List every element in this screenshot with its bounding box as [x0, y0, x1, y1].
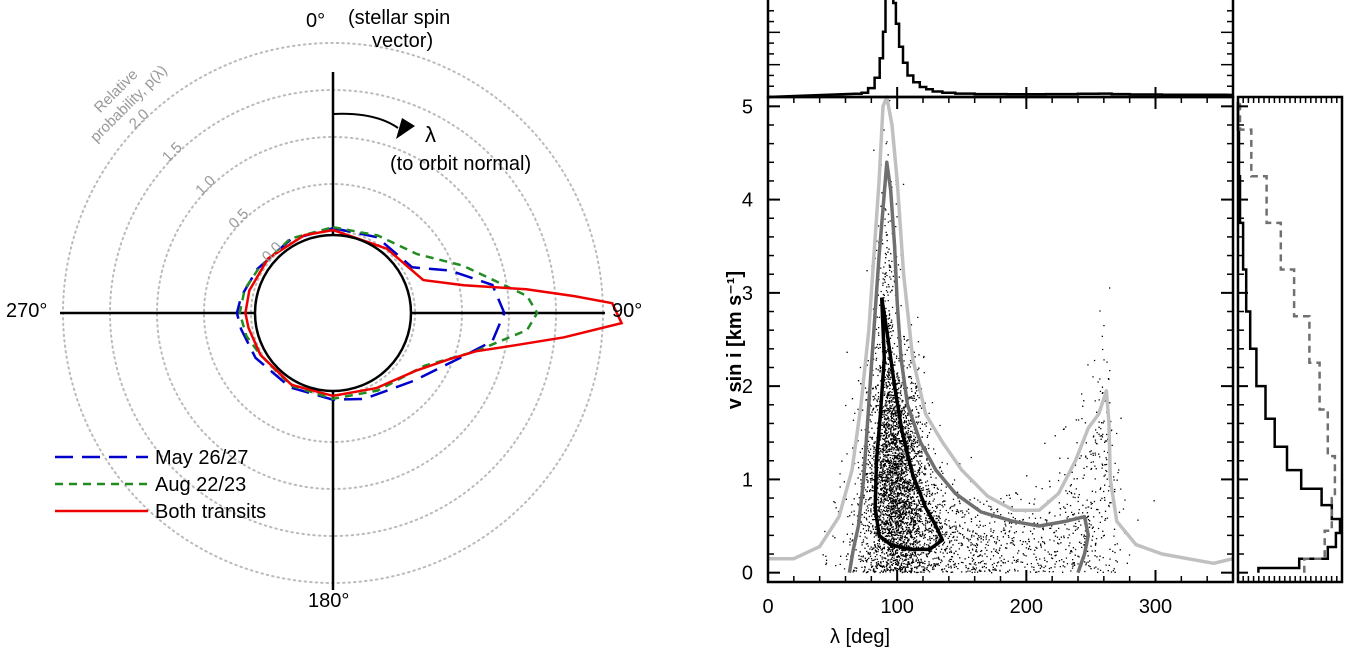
top-annotation-line1: (stellar spin: [348, 7, 450, 29]
lambda-arrow-arc: [332, 112, 399, 129]
y-tick-label: 0: [742, 563, 753, 585]
y-tick-label: 1: [742, 469, 753, 491]
lambda-arrow-head: [396, 118, 415, 139]
right-hist-frame: [1236, 95, 1344, 584]
polar-series: [235, 225, 624, 401]
x-tick-label: 100: [880, 596, 913, 618]
legend-label: Aug 22/23: [155, 474, 246, 496]
x-tick-label: 200: [1010, 596, 1043, 618]
radial-title: Relative probability, p(λ): [87, 62, 171, 146]
contour-line: [873, 297, 945, 552]
top-histogram-bars: [767, 0, 1234, 99]
y-axis-label: v sin i [km s⁻¹]: [724, 271, 746, 409]
top-hist-frame: [766, 0, 1235, 99]
y-tick-label: 2: [742, 376, 753, 398]
y-tick-label: 5: [742, 96, 753, 118]
legend-label: Both transits: [155, 501, 266, 523]
contour-line: [847, 160, 1091, 574]
lambda-label: λ: [425, 122, 436, 147]
scatter-frame: [766, 95, 1235, 584]
top-annotation-line2: vector): [372, 30, 433, 52]
right-histogram: [1236, 101, 1342, 573]
polar-panel: 0° (stellar spin vector) 90° 270° 180° λ…: [6, 7, 642, 612]
lambda-annotation: (to orbit normal): [390, 153, 531, 175]
polar-series-line: [244, 228, 624, 398]
x-axis-label: λ [deg]: [830, 626, 890, 648]
contour-line: [768, 95, 1234, 566]
angle-label-bottom: 180°: [308, 590, 349, 612]
right-histogram-bars: [1236, 101, 1342, 573]
y-tick-label: 4: [742, 190, 753, 212]
x-tick-label: 300: [1139, 596, 1172, 618]
legend-label: May 26/27: [155, 447, 248, 469]
radial-tick-label: 1.5: [159, 139, 186, 166]
polar-legend: May 26/27 Aug 22/23 Both transits: [55, 447, 266, 523]
joint-panel: 0 100 200 300 0 1 2 3 4 5 λ [deg] v sin i [km s⁻¹…: [724, 0, 1344, 648]
top-histogram: [767, 0, 1234, 99]
radial-tick-label: 0.5: [225, 205, 252, 232]
polar-center-disk: [253, 233, 413, 393]
polar-series-line: [238, 225, 539, 401]
axis-ticks: 0 100 200 300 0 1 2 3 4 5: [742, 10, 1338, 618]
polar-axes: [60, 72, 605, 590]
angle-label-right: 90°: [612, 300, 642, 322]
radial-tick-label: 1.0: [192, 172, 219, 199]
right-histogram-bars: [1238, 101, 1337, 573]
contours: [768, 95, 1234, 574]
y-tick-label: 3: [742, 283, 753, 305]
angle-label-left: 270°: [6, 300, 47, 322]
angle-label-top: 0°: [306, 10, 325, 32]
x-tick-label: 0: [762, 596, 773, 618]
